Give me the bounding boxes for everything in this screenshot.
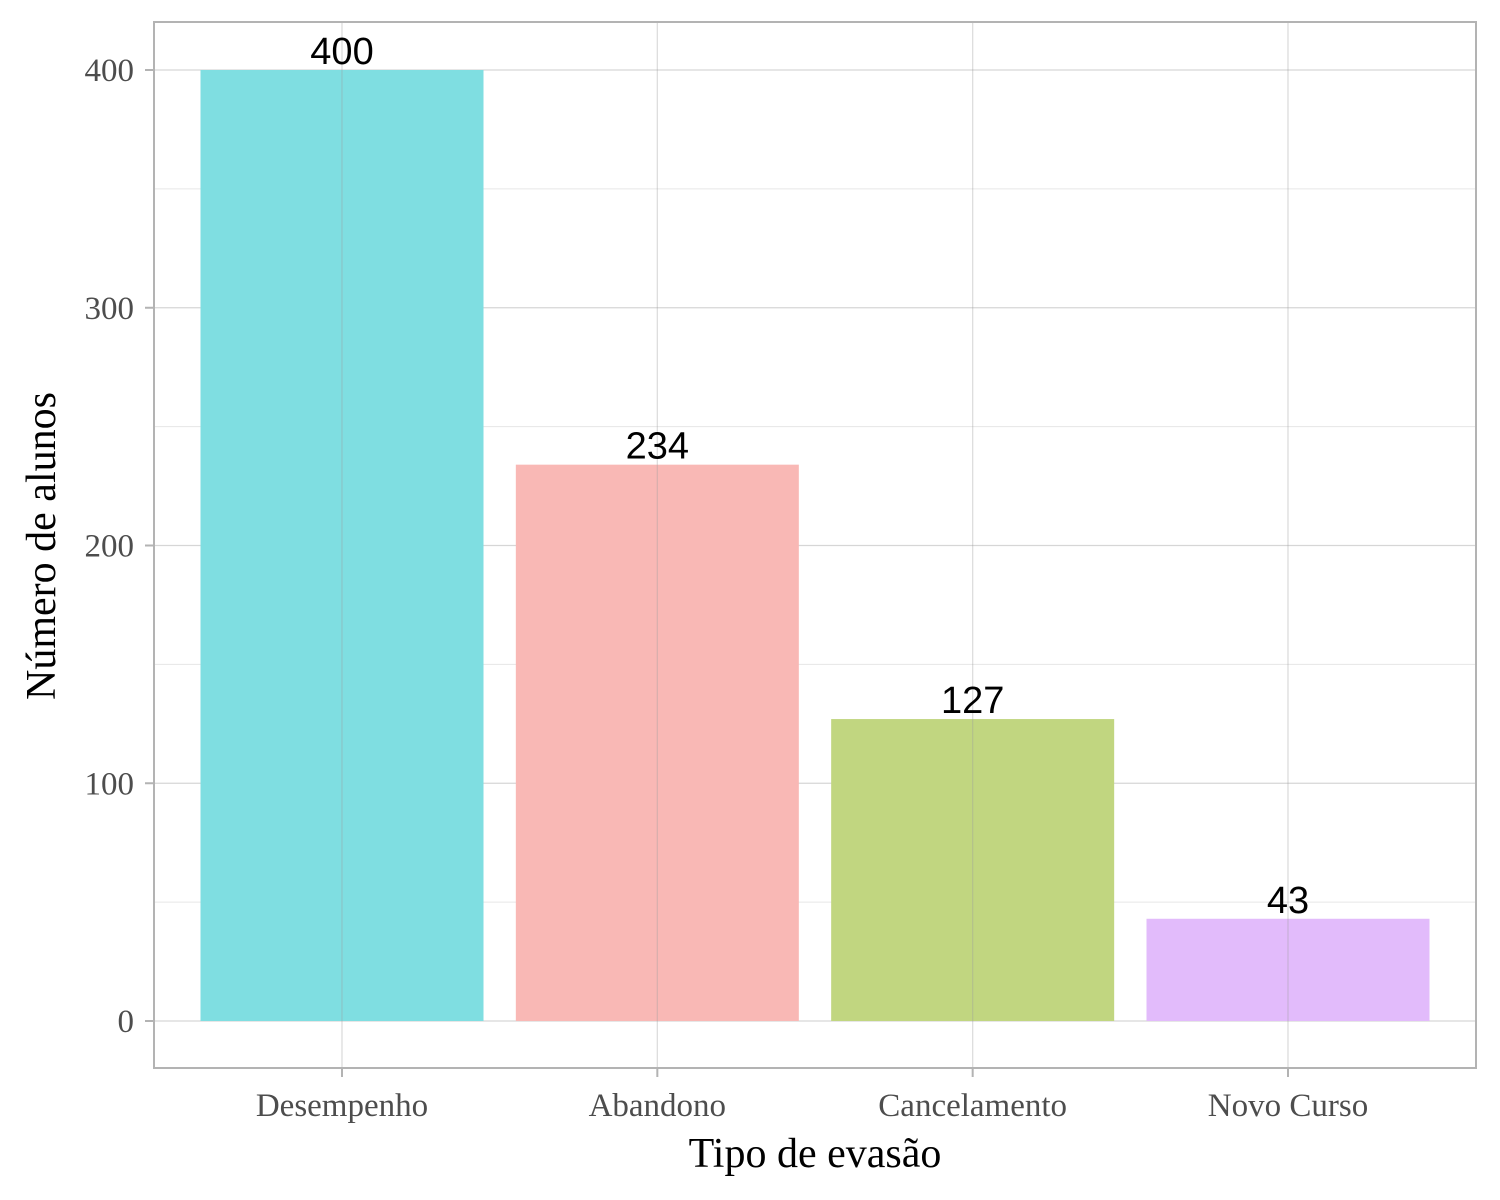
x-tick-label: Desempenho <box>256 1088 428 1124</box>
tick-marks <box>145 69 1289 1077</box>
y-axis-title: Número de alunos <box>19 392 65 700</box>
x-grid-lines <box>341 22 1289 1068</box>
y-tick-label: 200 <box>85 529 135 565</box>
bars <box>200 70 1430 1021</box>
bar-novo-curso <box>1146 918 1430 1021</box>
x-tick-labels: Desempenho Abandono Cancelamento Novo Curso <box>256 1088 1368 1124</box>
y-tick-label: 100 <box>85 766 135 802</box>
data-labels: 400 234 127 43 <box>310 31 1309 922</box>
x-tick-label: Abandono <box>589 1088 726 1124</box>
y-tick-label: 400 <box>85 53 135 89</box>
x-tick-label: Novo Curso <box>1208 1088 1368 1124</box>
bar-cancelamento <box>831 719 1115 1021</box>
y-tick-labels: 0 100 200 300 400 <box>85 53 135 1040</box>
data-label: 400 <box>310 31 373 73</box>
y-tick-label: 0 <box>118 1004 135 1040</box>
data-label: 127 <box>941 680 1004 722</box>
y-tick-label: 300 <box>85 291 135 327</box>
bar-abandono <box>515 464 799 1021</box>
data-label: 43 <box>1267 880 1309 922</box>
x-axis-title: Tipo de evasão <box>689 1131 942 1177</box>
data-label: 234 <box>626 426 689 468</box>
bar-desempenho <box>200 70 484 1021</box>
x-tick-label: Cancelamento <box>878 1088 1067 1124</box>
